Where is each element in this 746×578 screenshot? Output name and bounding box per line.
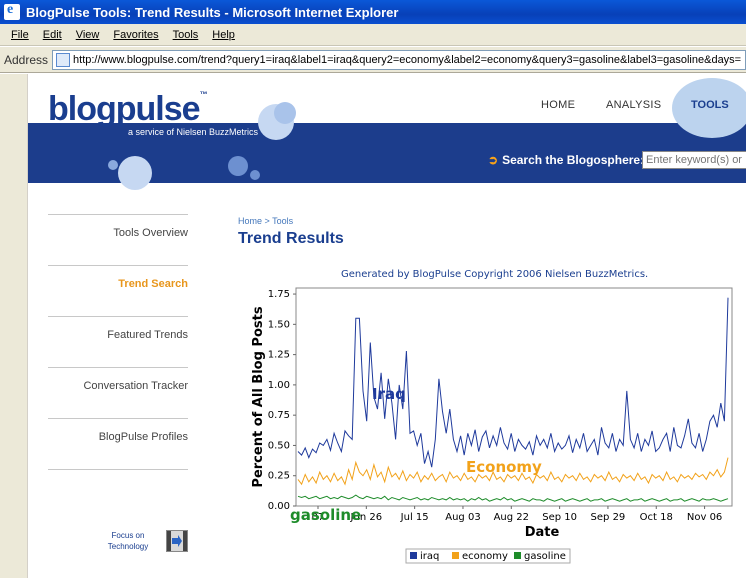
- menu-view[interactable]: View: [69, 29, 107, 41]
- page-icon: [56, 52, 71, 67]
- x-tick-label: Sep 10: [542, 512, 577, 523]
- decor-bubble: [228, 156, 248, 176]
- blogpulse-logo[interactable]: blogpulse™: [48, 90, 208, 129]
- nav-analysis[interactable]: ANALYSIS: [606, 99, 662, 111]
- menu-favorites-label: Favorites: [113, 28, 159, 41]
- annotation-iraq: Iraq: [372, 385, 406, 403]
- series-line-economy: [297, 457, 729, 486]
- window-title-bar: BlogPulse Tools: Trend Results - Microso…: [0, 0, 746, 24]
- menu-tools-label: Tools: [172, 28, 199, 41]
- address-field[interactable]: http://www.blogpulse.com/trend?query1=ir…: [52, 49, 746, 70]
- x-tick-label: Nov 06: [687, 512, 722, 523]
- y-tick-label: 1.00: [268, 380, 290, 391]
- legend-swatch-economy: [452, 552, 459, 559]
- decor-bubble: [250, 170, 260, 180]
- plot-area: [295, 287, 733, 507]
- sidebar-item-blogpulse-profiles[interactable]: BlogPulse Profiles: [48, 418, 188, 469]
- arrow-right-icon: ➲: [488, 153, 499, 167]
- nav-tools-highlight: [672, 78, 746, 138]
- site-header: [28, 74, 746, 124]
- y-tick-label: 1.25: [268, 350, 290, 361]
- sidebar-item-conversation-tracker[interactable]: Conversation Tracker: [48, 367, 188, 418]
- chart-credit: Generated by BlogPulse Copyright 2006 Ni…: [341, 269, 649, 280]
- x-tick-label: Sep 29: [591, 512, 626, 523]
- menu-bar: File Edit View Favorites Tools Help: [0, 24, 746, 46]
- menu-help-label: Help: [212, 28, 235, 41]
- search-label: ➲ Search the Blogosphere:: [488, 153, 644, 167]
- y-tick-label: 1.50: [268, 319, 290, 330]
- y-tick-label: 0.75: [268, 410, 290, 421]
- address-label: Address: [4, 52, 49, 67]
- y-axis-label: Percent of All Blog Posts: [251, 306, 266, 487]
- y-tick-label: 0.25: [268, 471, 290, 482]
- menu-help[interactable]: Help: [205, 29, 242, 41]
- breadcrumb[interactable]: Home > Tools: [238, 216, 294, 226]
- search-input[interactable]: [642, 151, 746, 169]
- sidebar-item-trend-search[interactable]: Trend Search: [48, 265, 188, 316]
- x-tick-label: 07: [312, 512, 325, 523]
- series-line-gasoline: [297, 494, 729, 502]
- legend-swatch-iraq: [410, 552, 417, 559]
- menu-file-label: File: [11, 28, 29, 41]
- focus-on-technology-link[interactable]: Focus on Technology: [107, 531, 149, 551]
- menu-edit[interactable]: Edit: [36, 29, 69, 41]
- y-tick-label: 0.00: [268, 501, 290, 512]
- film-arrow-icon[interactable]: [166, 530, 188, 552]
- sidebar-item-tools-overview[interactable]: Tools Overview: [48, 214, 188, 265]
- sidebar-item-featured-trends[interactable]: Featured Trends: [48, 316, 188, 367]
- logo-text: blogpulse: [48, 90, 201, 128]
- legend-label-gasoline: gasoline: [524, 551, 566, 562]
- nav-home[interactable]: HOME: [541, 99, 576, 111]
- trend-chart: 0.00 0.25 0.50 0.75 1.00 1.25 1.50 1.75 07 Jun 26…: [251, 287, 733, 564]
- sidebar-divider: [48, 469, 188, 470]
- page-title: Trend Results: [238, 230, 344, 247]
- annotation-economy: Economy: [466, 458, 542, 476]
- internet-explorer-icon: [4, 2, 20, 20]
- menu-file[interactable]: File: [4, 29, 36, 41]
- tagline: a service of Nielsen BuzzMetrics: [128, 127, 259, 137]
- x-tick-label: Jul 15: [400, 512, 429, 523]
- decor-bubble: [274, 102, 296, 124]
- legend-label-economy: economy: [462, 551, 508, 562]
- menu-tools[interactable]: Tools: [166, 29, 206, 41]
- address-url[interactable]: http://www.blogpulse.com/trend?query1=ir…: [73, 53, 742, 66]
- x-tick-label: Aug 03: [445, 512, 480, 523]
- x-tick-label: Jun 26: [350, 512, 383, 523]
- y-tick-label: 0.50: [268, 440, 290, 451]
- series-line-iraq: [297, 297, 729, 468]
- film-arrow-glyph: [167, 531, 187, 551]
- sidebar: Tools Overview Trend Search Featured Tre…: [48, 214, 188, 470]
- decor-bubble: [108, 160, 118, 170]
- x-tick-label: Aug 22: [494, 512, 529, 523]
- annotation-gasoline: gasoline: [290, 506, 361, 524]
- nav-tools[interactable]: TOOLS: [691, 99, 729, 111]
- menu-edit-label: Edit: [42, 28, 62, 41]
- window-title: BlogPulse Tools: Trend Results - Microso…: [26, 4, 399, 20]
- legend-box: [405, 548, 571, 564]
- y-tick-label: 1.75: [268, 289, 290, 300]
- address-bar: Address http://www.blogpulse.com/trend?q…: [0, 47, 746, 73]
- logo-trademark: ™: [199, 90, 208, 99]
- menu-view-label: View: [75, 28, 100, 41]
- x-tick-label: Oct 18: [640, 512, 673, 523]
- legend-swatch-gasoline: [514, 552, 521, 559]
- x-axis-label: Date: [525, 525, 560, 540]
- decor-bubble: [118, 156, 152, 190]
- menu-favorites[interactable]: Favorites: [106, 29, 165, 41]
- search-label-text: Search the Blogosphere:: [502, 153, 645, 167]
- legend-label-iraq: iraq: [420, 551, 439, 562]
- page-viewport: blogpulse™ a service of Nielsen BuzzMetr…: [0, 74, 746, 578]
- explorer-bar-edge: [0, 74, 28, 578]
